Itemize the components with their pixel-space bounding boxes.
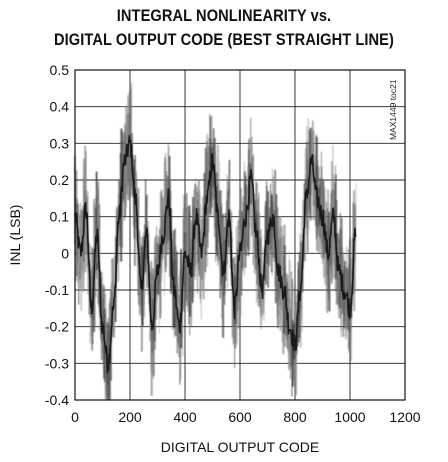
y-tick-labels: 0.5 0.4 0.3 0.2 0.1 0 -0.1 -0.2 -0.3 -0.4	[45, 62, 69, 408]
chart-title-line1: INTEGRAL NONLINEARITY vs.	[116, 6, 332, 25]
noise-stroke	[104, 293, 108, 397]
x-tick-labels: 0 200 400 600 800 1000 1200	[71, 409, 421, 425]
noise-stroke	[157, 236, 160, 334]
x-tick-label: 1000	[334, 409, 365, 425]
y-tick-label: -0.1	[45, 282, 69, 298]
y-tick-label: 0.2	[50, 172, 70, 188]
y-tick-label: -0.2	[45, 319, 69, 335]
noise-stroke	[307, 118, 310, 230]
plot-frame	[74, 69, 406, 401]
x-tick-label: 400	[173, 409, 197, 425]
y-tick-label: -0.4	[45, 392, 69, 408]
noise-stroke	[166, 175, 168, 255]
inl-series-line	[74, 135, 357, 374]
y-tick-label: 0.1	[50, 209, 70, 225]
chart-title-line2: DIGITAL OUTPUT CODE (BEST STRAIGHT LINE)	[54, 30, 394, 49]
noise-stroke	[202, 196, 205, 300]
chart-tag: MAX1449 toc21	[388, 79, 398, 140]
x-tick-label: 200	[118, 409, 142, 425]
x-tick-label: 1200	[389, 409, 420, 425]
y-tick-label: 0.4	[50, 99, 70, 115]
x-tick-label: 0	[71, 409, 79, 425]
y-axis-label: INL (LSB)	[7, 205, 23, 266]
y-tick-label: 0	[61, 245, 69, 261]
y-tick-label: -0.3	[45, 355, 69, 371]
x-axis-label: DIGITAL OUTPUT CODE	[161, 439, 319, 455]
noise-stroke	[188, 205, 192, 317]
x-tick-label: 800	[283, 409, 307, 425]
y-tick-label: 0.3	[50, 135, 70, 151]
x-tick-label: 600	[228, 409, 252, 425]
noise-stroke	[240, 211, 242, 316]
y-tick-label: 0.5	[50, 62, 70, 78]
